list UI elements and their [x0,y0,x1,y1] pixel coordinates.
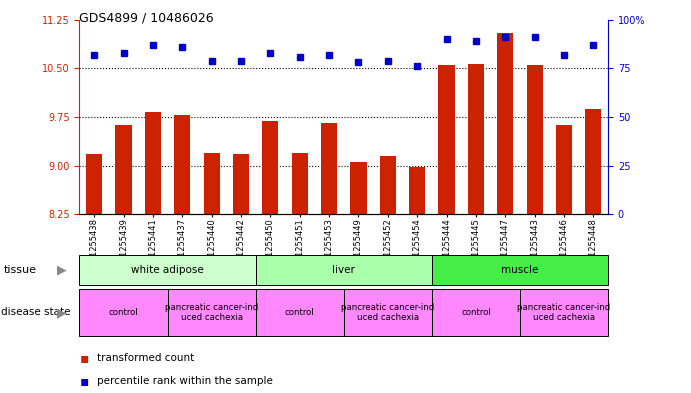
Text: pancreatic cancer-ind
uced cachexia: pancreatic cancer-ind uced cachexia [165,303,258,322]
Bar [409,167,425,214]
Text: percentile rank within the sample: percentile rank within the sample [97,376,273,386]
Bar [585,109,601,214]
Text: white adipose: white adipose [131,265,204,275]
Bar [256,289,343,336]
Bar [115,125,131,214]
Text: ▶: ▶ [57,306,66,319]
Bar [263,121,278,214]
Text: muscle: muscle [501,265,539,275]
Bar [86,154,102,214]
Bar [204,152,220,214]
Text: transformed count: transformed count [97,353,194,363]
Bar [520,289,608,336]
Text: ▪: ▪ [79,374,89,388]
Bar [233,154,249,214]
Bar [292,152,307,214]
Bar [498,33,513,214]
Text: ▶: ▶ [57,264,66,277]
Bar [432,289,520,336]
Bar [380,156,396,214]
Text: GDS4899 / 10486026: GDS4899 / 10486026 [79,12,214,25]
Bar [344,289,432,336]
Bar [527,65,542,214]
Bar [174,115,190,214]
Text: control: control [285,308,314,317]
Text: pancreatic cancer-ind
uced cachexia: pancreatic cancer-ind uced cachexia [518,303,611,322]
Bar [468,64,484,214]
Bar [321,123,337,214]
Bar [79,255,256,285]
Text: pancreatic cancer-ind
uced cachexia: pancreatic cancer-ind uced cachexia [341,303,435,322]
Text: disease state: disease state [1,307,70,318]
Bar [350,162,366,214]
Text: tissue: tissue [3,265,37,275]
Text: control: control [108,308,138,317]
Text: control: control [461,308,491,317]
Bar [432,255,608,285]
Bar [79,289,167,336]
Bar [439,65,455,214]
Text: liver: liver [332,265,355,275]
Bar [556,125,572,214]
Bar [145,112,161,214]
Text: ▪: ▪ [79,351,89,365]
Bar [167,289,256,336]
Bar [256,255,432,285]
